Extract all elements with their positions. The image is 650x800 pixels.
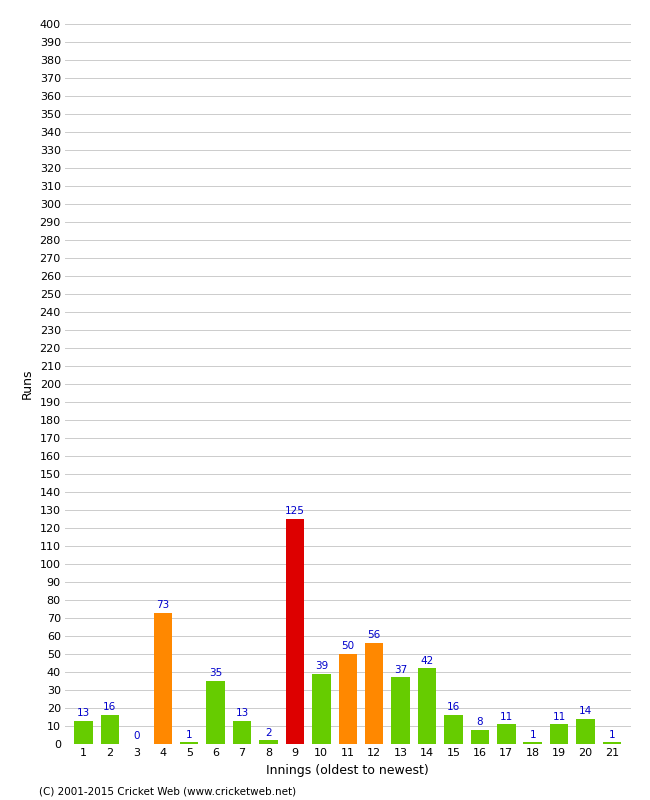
Text: 11: 11 xyxy=(500,711,513,722)
Text: 2: 2 xyxy=(265,728,272,738)
Bar xyxy=(550,724,568,744)
Bar xyxy=(444,715,463,744)
Bar xyxy=(285,519,304,744)
Text: (C) 2001-2015 Cricket Web (www.cricketweb.net): (C) 2001-2015 Cricket Web (www.cricketwe… xyxy=(39,786,296,796)
Text: 50: 50 xyxy=(341,642,354,651)
Text: 37: 37 xyxy=(394,665,408,674)
Bar xyxy=(153,613,172,744)
Bar xyxy=(101,715,119,744)
Text: 0: 0 xyxy=(133,731,140,742)
Bar xyxy=(312,674,331,744)
Text: 16: 16 xyxy=(447,702,460,713)
Bar xyxy=(523,742,542,744)
Bar xyxy=(74,721,93,744)
Text: 56: 56 xyxy=(367,630,381,641)
Bar xyxy=(471,730,489,744)
Text: 1: 1 xyxy=(529,730,536,739)
X-axis label: Innings (oldest to newest): Innings (oldest to newest) xyxy=(266,764,429,777)
Text: 13: 13 xyxy=(77,708,90,718)
Y-axis label: Runs: Runs xyxy=(21,369,34,399)
Bar xyxy=(259,741,278,744)
Bar xyxy=(577,718,595,744)
Text: 14: 14 xyxy=(579,706,592,716)
Bar xyxy=(339,654,357,744)
Bar xyxy=(365,643,384,744)
Text: 11: 11 xyxy=(552,711,566,722)
Bar xyxy=(233,721,252,744)
Bar xyxy=(497,724,515,744)
Text: 13: 13 xyxy=(235,708,249,718)
Text: 8: 8 xyxy=(476,717,483,727)
Text: 125: 125 xyxy=(285,506,305,516)
Bar xyxy=(418,668,436,744)
Text: 39: 39 xyxy=(315,661,328,671)
Text: 1: 1 xyxy=(186,730,192,739)
Bar xyxy=(180,742,198,744)
Text: 35: 35 xyxy=(209,668,222,678)
Text: 16: 16 xyxy=(103,702,116,713)
Bar xyxy=(603,742,621,744)
Bar xyxy=(207,681,225,744)
Bar xyxy=(391,678,410,744)
Text: 1: 1 xyxy=(608,730,616,739)
Text: 42: 42 xyxy=(421,656,434,666)
Text: 73: 73 xyxy=(156,600,170,610)
